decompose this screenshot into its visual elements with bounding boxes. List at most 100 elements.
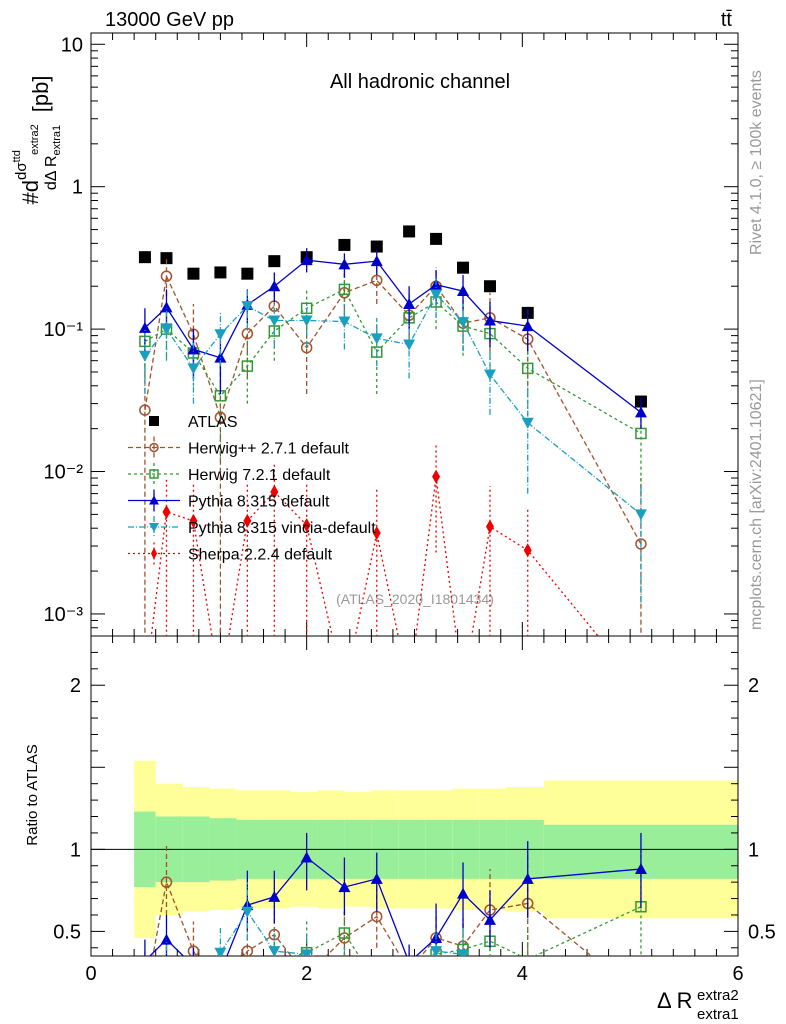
x-axis-label: Δ R extra2 extra1 (657, 987, 739, 1023)
ratio-series (144, 832, 647, 1013)
legend-marker (149, 416, 159, 426)
x-tick-label: 0 (85, 963, 96, 985)
y-tick-label-main: 10 (61, 34, 83, 56)
data-point (634, 863, 647, 875)
data-point (189, 513, 198, 528)
data-point (268, 315, 281, 327)
series-4 (138, 277, 647, 603)
data-point (160, 252, 173, 265)
data-point (139, 404, 151, 416)
data-point (634, 509, 647, 521)
data-point (485, 519, 494, 534)
series-0 (138, 225, 647, 408)
data-point (268, 928, 281, 941)
data-point (457, 887, 470, 899)
data-point (160, 876, 173, 888)
data-point (187, 267, 200, 280)
data-point (483, 913, 496, 925)
legend-marker (151, 547, 157, 560)
data-point (403, 298, 416, 310)
data-point (187, 343, 200, 355)
legend: ATLAS Herwig++ 2.7.1 default Herwig 7.2.1 … (128, 414, 376, 565)
legend-marker (149, 469, 159, 479)
y-tick-label-ratio-right: 1 (748, 839, 759, 861)
data-point (268, 890, 281, 902)
data-point (372, 526, 381, 541)
legend-marker (149, 442, 159, 453)
data-point (521, 872, 534, 884)
data-point (521, 362, 534, 375)
data-point (300, 851, 313, 863)
data-point (241, 906, 254, 918)
data-point (138, 321, 151, 333)
analysis-id: (ATLAS_2020_I1801434) (336, 591, 494, 607)
data-point (430, 946, 443, 956)
data-point (634, 406, 647, 418)
ratio-line (145, 1010, 641, 1013)
data-point (300, 315, 313, 327)
svg-text:extra2: extra2 (697, 987, 739, 1004)
legend-marker (149, 523, 159, 532)
data-point (370, 872, 383, 884)
legend-label: Herwig 7.2.1 default (188, 467, 331, 484)
data-point (338, 881, 351, 893)
legend-label: Pythia 8.315 default (188, 494, 330, 511)
data-point (521, 417, 534, 429)
y-axis-label-ratio: Ratio to ATLAS (24, 744, 41, 845)
data-point (268, 255, 281, 268)
ratio-line (291, 906, 642, 956)
main-series (138, 225, 647, 636)
data-point (160, 301, 173, 313)
y-tick-label-ratio: 2 (70, 675, 81, 697)
data-point (160, 933, 173, 945)
data-point (432, 469, 441, 484)
main-axes: 10 1 10⁻¹ 10⁻² 10⁻³ (44, 33, 739, 637)
energy-label: 13000 GeV pp (105, 9, 234, 31)
data-point (338, 283, 351, 296)
y-tick-label-ratio-right: 0.5 (748, 921, 776, 943)
legend-label: ATLAS (188, 414, 238, 431)
y-tick-label-main: 10⁻³ (44, 604, 84, 626)
legend-label: Sherpa 2.2.4 default (188, 547, 333, 564)
data-point (214, 947, 227, 956)
chart-title: All hadronic channel (330, 71, 510, 93)
y-tick-label-ratio: 0.5 (53, 921, 81, 943)
data-point (214, 329, 227, 341)
data-point (300, 949, 313, 956)
data-point (338, 258, 351, 270)
data-point (457, 261, 470, 274)
data-point (370, 240, 383, 253)
data-point (162, 504, 171, 519)
x-tick-label: 6 (732, 963, 743, 985)
source-label: mcplots.cern.ch [arXiv:2401.10621] (748, 379, 765, 630)
legend-label: Pythia 8.315 vincia-default (188, 520, 376, 537)
data-point (241, 360, 254, 372)
data-point (430, 232, 443, 245)
data-point (243, 513, 252, 528)
x-tick-label: 2 (301, 963, 312, 985)
data-point (430, 289, 443, 301)
data-point (300, 254, 313, 266)
ratio-series-4 (165, 882, 470, 956)
ratio-series-5 (145, 1010, 641, 1013)
data-point (338, 927, 351, 939)
data-point (338, 316, 351, 328)
data-point (160, 324, 173, 336)
rivet-label: Rivet 4.1.0, ≥ 100k events (748, 70, 765, 255)
y-tick-label-ratio: 1 (70, 839, 81, 861)
data-point (523, 543, 532, 558)
data-point (268, 946, 281, 956)
series-2 (139, 272, 647, 494)
svg-text:extra1: extra1 (697, 1006, 739, 1023)
data-point (457, 285, 470, 297)
ratio-axes: 0 2 4 6 2 2 1 1 0.5 0.5 (53, 636, 776, 985)
series-5 (150, 444, 599, 636)
data-point (270, 484, 279, 499)
svg-text:Δ R: Δ R (657, 988, 692, 1013)
data-point (241, 301, 254, 313)
legend-label: Herwig++ 2.7.1 default (188, 441, 350, 458)
data-point (370, 255, 383, 267)
data-point (483, 280, 496, 293)
